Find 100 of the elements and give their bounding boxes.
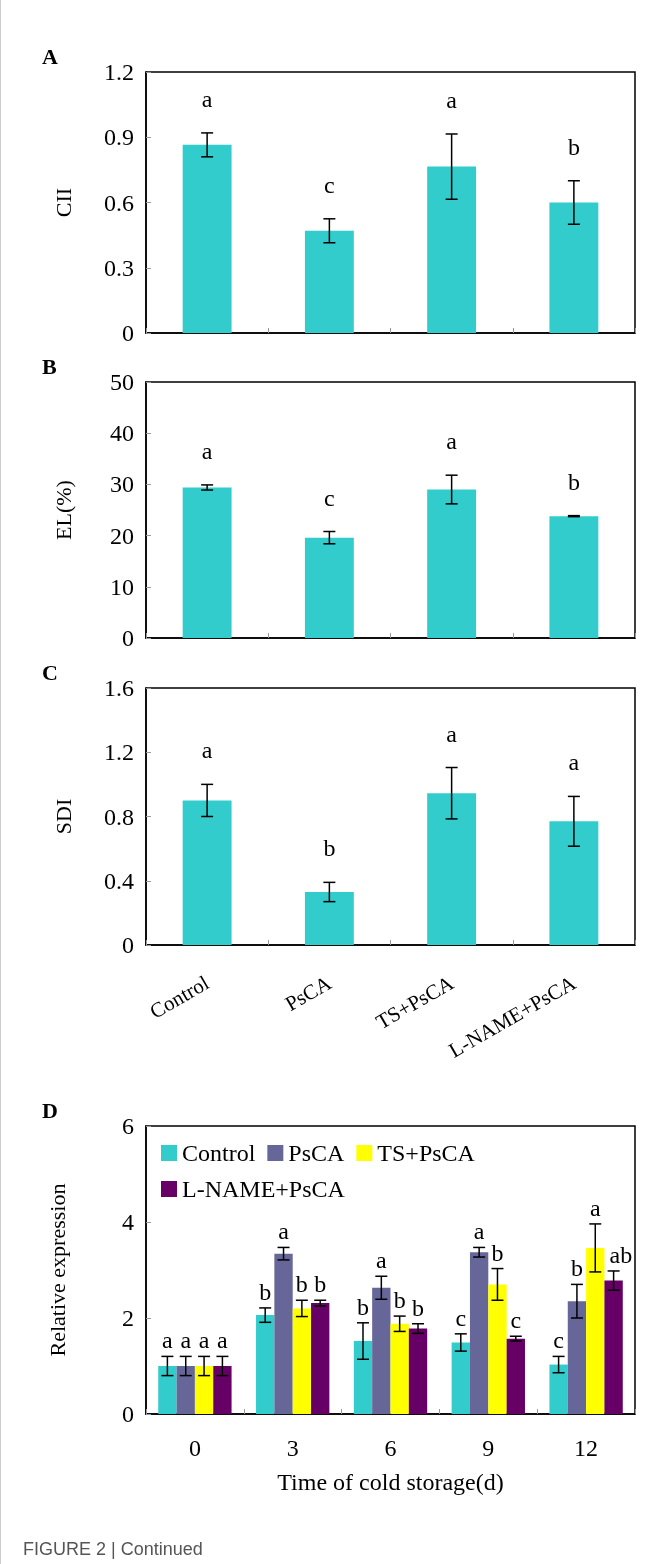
- annotation: a: [201, 85, 213, 112]
- bar: [390, 1323, 409, 1414]
- x-axis-title: Time of cold storage(d): [277, 1469, 504, 1495]
- annotation: b: [570, 1255, 583, 1282]
- y-tick-label: 0.6: [104, 189, 134, 216]
- annotation: a: [376, 1247, 387, 1274]
- y-tick-label: 0: [122, 625, 134, 651]
- annotation: b: [393, 1287, 406, 1314]
- annotation: a: [217, 1327, 229, 1354]
- bar: [549, 1364, 568, 1414]
- annotation: b: [314, 1271, 327, 1298]
- legend-label: Control: [182, 1140, 256, 1166]
- bar: [469, 1252, 489, 1414]
- bar: [176, 1366, 195, 1414]
- annotation: b: [567, 133, 580, 160]
- bar: [311, 1303, 330, 1414]
- bar: [304, 537, 354, 638]
- y-tick-label: 50: [110, 369, 134, 395]
- bar: [372, 1287, 391, 1414]
- x-tick-label: 0: [188, 1435, 201, 1461]
- y-tick-label: 0.3: [104, 254, 134, 281]
- y-tick-label: 4: [122, 1209, 134, 1235]
- y-tick-label: 0.9: [104, 124, 134, 151]
- annotation: a: [201, 737, 213, 764]
- caption: FIGURE 2 | Continued: [23, 1539, 203, 1559]
- bar: [182, 144, 232, 333]
- annotation: c: [324, 484, 335, 511]
- annotation: b: [295, 1271, 308, 1298]
- bar: [427, 489, 477, 638]
- y-tick-label: 0: [122, 932, 134, 958]
- bar: [427, 793, 477, 945]
- annotation: a: [446, 86, 458, 113]
- chart-title: B: [42, 353, 57, 379]
- y-tick-label: 40: [110, 420, 134, 447]
- bar: [506, 1338, 525, 1414]
- chart-title: C: [42, 659, 58, 685]
- y-tick-label: 1.2: [104, 59, 134, 85]
- y-tick-label: 30: [110, 471, 134, 498]
- bar: [256, 1315, 275, 1414]
- annotation: b: [259, 1278, 272, 1305]
- bar: [353, 1341, 373, 1414]
- y-tick-label: 20: [110, 522, 134, 549]
- y-axis-title: SDI: [50, 798, 76, 835]
- bar: [488, 1284, 507, 1414]
- bar: [427, 166, 477, 333]
- chart-title: D: [42, 1097, 58, 1123]
- legend-label: PsCA: [288, 1140, 346, 1166]
- legend-label: L-NAME+PsCA: [182, 1176, 346, 1202]
- y-tick-label: 1.2: [104, 739, 134, 766]
- bar: [549, 516, 599, 638]
- annotation: c: [455, 1304, 467, 1331]
- annotation: b: [323, 835, 336, 862]
- annotation: a: [568, 749, 580, 776]
- y-axis-title: EL(%): [50, 480, 76, 540]
- annotation: a: [180, 1327, 192, 1354]
- annotation: a: [162, 1327, 174, 1354]
- annotation: a: [589, 1194, 601, 1221]
- annotation: c: [553, 1327, 564, 1354]
- bar: [292, 1308, 312, 1414]
- y-tick-label: 0: [122, 1401, 134, 1427]
- bar: [451, 1342, 470, 1414]
- y-tick-label: 0.4: [104, 867, 134, 894]
- y-tick-label: 10: [110, 573, 134, 600]
- x-tick-label: 9: [482, 1435, 495, 1461]
- annotation: a: [446, 720, 458, 747]
- chart-title: A: [42, 43, 58, 69]
- annotation: a: [198, 1327, 210, 1354]
- y-axis-title: Relative expression: [44, 1183, 70, 1357]
- annotation: a: [278, 1218, 290, 1245]
- y-tick-label: 0: [122, 320, 134, 346]
- annotation: b: [491, 1239, 504, 1266]
- y-tick-label: 6: [122, 1113, 134, 1139]
- bar: [549, 821, 599, 945]
- annotation: a: [446, 428, 458, 455]
- annotation: a: [201, 437, 213, 464]
- annotation: ab: [609, 1241, 633, 1268]
- bar: [182, 487, 232, 638]
- annotation: b: [567, 468, 580, 495]
- annotation: c: [324, 171, 335, 198]
- bar: [158, 1366, 177, 1414]
- x-tick-label: PsCA: [280, 970, 336, 1016]
- x-tick-label: 3: [286, 1435, 299, 1461]
- bar: [586, 1247, 605, 1414]
- bar: [213, 1366, 232, 1414]
- x-tick-label: 6: [384, 1435, 397, 1461]
- y-axis-title: CII: [50, 187, 76, 218]
- bar: [182, 800, 232, 945]
- bar: [274, 1253, 293, 1414]
- bar: [408, 1328, 428, 1414]
- legend-label: TS+PsCA: [377, 1140, 476, 1166]
- annotation: a: [473, 1218, 485, 1245]
- x-tick-label: 12: [574, 1435, 599, 1461]
- bar: [604, 1280, 623, 1414]
- bar: [549, 202, 599, 333]
- y-tick-label: 2: [122, 1305, 134, 1331]
- annotation: c: [510, 1307, 522, 1334]
- y-tick-label: 0.8: [104, 803, 134, 830]
- annotation: b: [412, 1294, 425, 1321]
- bar: [194, 1366, 214, 1414]
- annotation: b: [356, 1293, 369, 1320]
